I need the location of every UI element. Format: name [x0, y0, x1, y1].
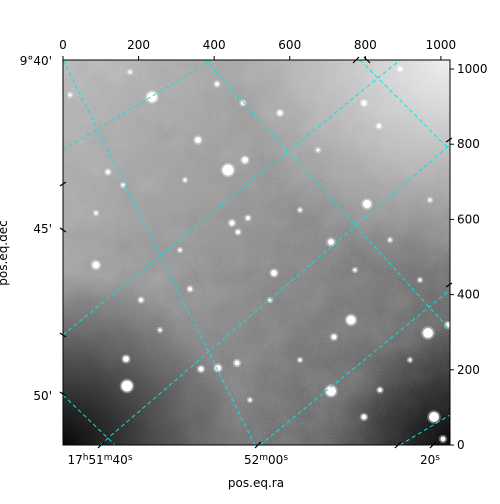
star	[128, 70, 132, 74]
star	[326, 386, 336, 396]
star	[346, 315, 356, 325]
star	[178, 248, 182, 252]
star	[188, 287, 192, 291]
star	[440, 436, 446, 442]
world-tick	[445, 137, 453, 143]
grid-line	[359, 60, 450, 151]
star	[388, 238, 392, 242]
star	[147, 92, 157, 102]
star	[361, 414, 367, 420]
world-tick	[59, 227, 67, 233]
star	[361, 100, 367, 106]
star	[222, 164, 234, 176]
dec-tick-label: 9°40'	[20, 54, 52, 68]
ra-tick-label: 17h51m40s	[67, 453, 132, 467]
star	[234, 360, 240, 366]
star	[215, 365, 221, 371]
star	[198, 366, 204, 372]
star	[428, 198, 432, 202]
star	[377, 124, 381, 128]
star	[298, 208, 302, 212]
star	[68, 93, 72, 97]
right-tick-label: 1000	[457, 62, 488, 76]
star	[277, 110, 283, 116]
grid-line	[63, 60, 256, 445]
star	[242, 157, 248, 163]
top-tick-label: 200	[127, 38, 150, 52]
star	[408, 358, 412, 362]
star	[248, 398, 252, 402]
right-tick-label: 800	[457, 137, 480, 151]
sky-image	[63, 60, 450, 445]
star	[236, 230, 240, 234]
coordinate-grid	[63, 60, 450, 445]
right-pixel-axis: 0 200 400 600 800 1000	[450, 62, 488, 452]
star	[378, 388, 382, 392]
star	[183, 178, 187, 182]
star-field	[66, 65, 450, 444]
plot-frame	[62, 59, 451, 446]
x-axis-label: pos.eq.ra	[228, 476, 284, 490]
star	[298, 358, 302, 362]
dec-tick-label: 45'	[33, 222, 52, 236]
star	[215, 82, 219, 86]
star	[423, 328, 433, 338]
star	[229, 220, 235, 226]
world-tick	[445, 282, 453, 288]
star	[106, 170, 110, 174]
world-tick	[363, 56, 371, 64]
ra-tick-label: 52m00s	[244, 453, 288, 467]
top-tick-label: 600	[278, 38, 301, 52]
star	[398, 67, 402, 71]
star	[158, 328, 162, 332]
world-tick	[429, 441, 437, 449]
grid-line	[63, 60, 401, 336]
world-tick	[394, 441, 402, 449]
right-tick-label: 400	[457, 288, 480, 302]
star	[139, 298, 143, 302]
star	[195, 137, 201, 143]
star	[429, 412, 439, 422]
top-pixel-axis: 0 200 400 600 800 1000	[59, 38, 456, 60]
top-tick-label: 800	[354, 38, 377, 52]
world-axis-ticks	[59, 56, 453, 449]
star	[363, 200, 371, 208]
star	[328, 239, 334, 245]
star	[94, 211, 98, 215]
dec-tick-label: 50'	[33, 389, 52, 403]
top-tick-label: 400	[203, 38, 226, 52]
star	[121, 380, 133, 392]
star	[316, 148, 320, 152]
star	[271, 270, 277, 276]
right-tick-label: 600	[457, 212, 480, 226]
world-tick	[97, 441, 105, 449]
world-tick	[59, 391, 67, 397]
star	[121, 183, 125, 187]
star	[92, 261, 100, 269]
star	[418, 278, 422, 282]
grid-line	[259, 289, 450, 445]
grid-line	[63, 394, 116, 445]
grid-line	[204, 60, 450, 331]
star	[241, 101, 245, 105]
star	[331, 334, 337, 340]
world-tick	[59, 181, 67, 187]
world-tick	[59, 332, 67, 338]
world-tick	[352, 56, 360, 64]
right-tick-label: 0	[457, 438, 465, 452]
star	[353, 268, 357, 272]
ra-tick-label: 20s	[420, 453, 440, 467]
top-tick-label: 0	[59, 38, 67, 52]
grid-line	[399, 414, 450, 445]
star	[123, 356, 129, 362]
star	[246, 216, 250, 220]
right-tick-label: 200	[457, 363, 480, 377]
y-axis-label: pos.eq.dec	[0, 220, 10, 285]
world-tick	[254, 441, 262, 449]
top-tick-label: 1000	[426, 38, 457, 52]
grid-line	[63, 60, 213, 151]
